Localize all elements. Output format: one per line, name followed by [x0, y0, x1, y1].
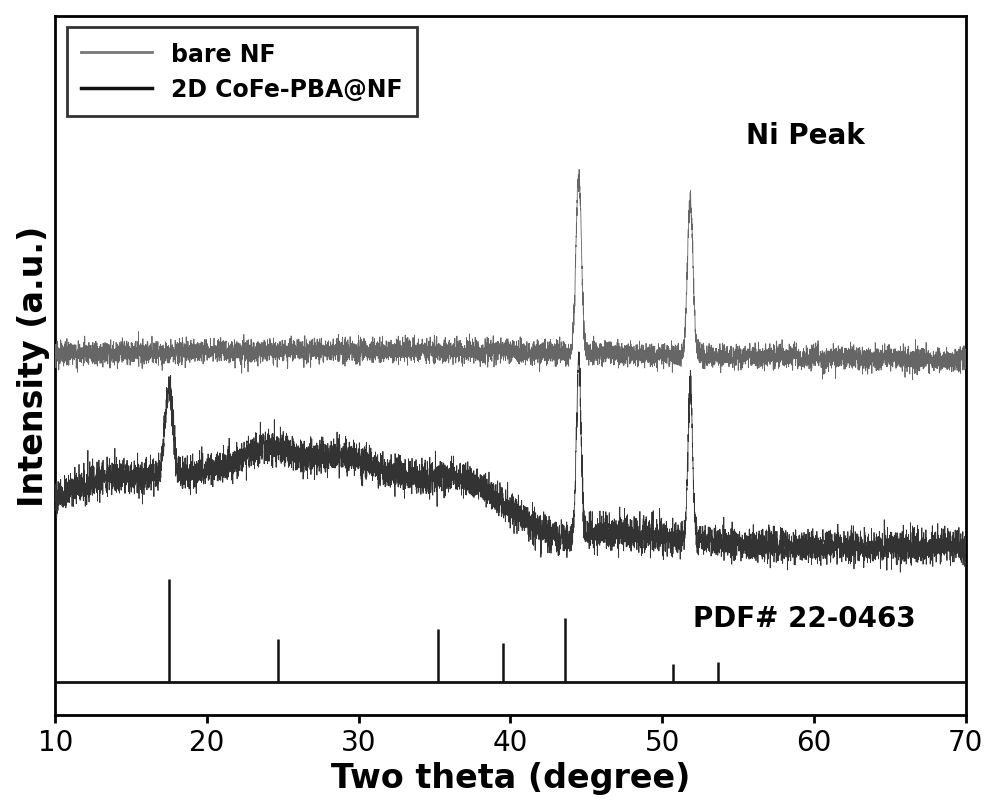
- Text: PDF# 22-0463: PDF# 22-0463: [693, 604, 915, 633]
- Text: Ni Peak: Ni Peak: [746, 122, 864, 150]
- X-axis label: Two theta (degree): Two theta (degree): [331, 762, 690, 794]
- Y-axis label: Intensity (a.u.): Intensity (a.u.): [17, 225, 50, 506]
- Legend: bare NF, 2D CoFe-PBA@NF: bare NF, 2D CoFe-PBA@NF: [67, 28, 417, 117]
